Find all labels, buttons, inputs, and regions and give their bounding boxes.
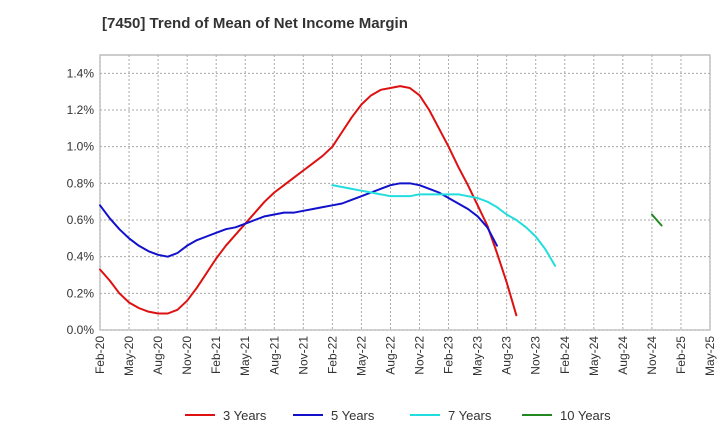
y-tick-label: 1.2% [67, 103, 95, 117]
series-line-7-years [331, 184, 557, 267]
x-tick-label: Nov-20 [180, 336, 194, 375]
x-tick-label: Feb-25 [674, 336, 688, 374]
x-tick-label: Nov-21 [296, 336, 310, 375]
x-tick-label: Nov-23 [529, 336, 543, 375]
x-tick-label: May-24 [587, 336, 601, 376]
legend: 3 Years 5 Years 7 Years 10 Years [185, 408, 611, 423]
x-tick-label: Aug-20 [151, 336, 165, 375]
y-tick-label: 1.0% [67, 140, 95, 154]
series-lines [99, 85, 663, 317]
legend-label: 3 Years [223, 408, 267, 423]
y-tick-label: 0.2% [67, 286, 95, 300]
x-tick-label: May-25 [703, 336, 717, 376]
chart-title: [7450] Trend of Mean of Net Income Margi… [102, 15, 408, 32]
legend-label: 5 Years [331, 408, 375, 423]
series-line-3-years [99, 85, 518, 317]
x-tick-label: May-23 [471, 336, 485, 376]
x-tick-label: May-21 [238, 336, 252, 376]
x-tick-label: Feb-22 [325, 336, 339, 374]
x-tick-label: Aug-24 [616, 336, 630, 375]
x-tick-label: Aug-23 [500, 336, 514, 375]
x-tick-label: Nov-22 [413, 336, 427, 375]
series-line-10-years [650, 213, 663, 227]
y-tick-label: 0.6% [67, 213, 95, 227]
x-tick-label: Nov-24 [645, 336, 659, 375]
legend-label: 10 Years [560, 408, 611, 423]
series-line-5-years [99, 182, 498, 258]
x-tick-label: May-22 [354, 336, 368, 376]
x-tick-label: May-20 [122, 336, 136, 376]
legend-label: 7 Years [448, 408, 492, 423]
y-tick-label: 0.8% [67, 176, 95, 190]
x-tick-label: Aug-21 [267, 336, 281, 375]
y-tick-label: 0.4% [67, 250, 95, 264]
y-tick-label: 0.0% [67, 323, 95, 337]
x-tick-label: Aug-22 [383, 336, 397, 375]
grid [99, 55, 711, 331]
plot-area [99, 54, 711, 331]
x-tick-label: Feb-24 [558, 336, 572, 374]
y-axis-ticks: 0.0% 0.2% 0.4% 0.6% 0.8% 1.0% 1.2% 1.4% [67, 66, 95, 337]
y-tick-label: 1.4% [67, 66, 95, 80]
x-axis-ticks: Feb-20 May-20 Aug-20 Nov-20 Feb-21 May-21 Aug-… [93, 336, 717, 376]
x-tick-label: Feb-21 [209, 336, 223, 374]
x-tick-label: Feb-20 [93, 336, 107, 374]
x-tick-label: Feb-23 [442, 336, 456, 374]
